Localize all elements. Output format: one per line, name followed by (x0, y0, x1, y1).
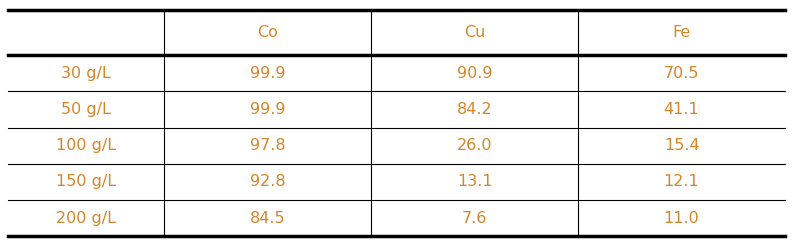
Text: 7.6: 7.6 (462, 211, 487, 226)
Text: 97.8: 97.8 (250, 138, 285, 153)
Text: 15.4: 15.4 (664, 138, 699, 153)
Text: 11.0: 11.0 (664, 211, 699, 226)
Text: 99.9: 99.9 (250, 102, 285, 117)
Text: 92.8: 92.8 (250, 174, 285, 189)
Text: Fe: Fe (672, 25, 691, 40)
Text: 12.1: 12.1 (664, 174, 699, 189)
Text: 84.2: 84.2 (457, 102, 492, 117)
Text: 30 g/L: 30 g/L (61, 66, 111, 81)
Text: 70.5: 70.5 (664, 66, 699, 81)
Text: 13.1: 13.1 (457, 174, 492, 189)
Text: 41.1: 41.1 (664, 102, 699, 117)
Text: 150 g/L: 150 g/L (56, 174, 116, 189)
Text: 50 g/L: 50 g/L (61, 102, 111, 117)
Text: 84.5: 84.5 (250, 211, 285, 226)
Text: 99.9: 99.9 (250, 66, 285, 81)
Text: 26.0: 26.0 (457, 138, 492, 153)
Text: 90.9: 90.9 (457, 66, 492, 81)
Text: Co: Co (257, 25, 278, 40)
Text: 100 g/L: 100 g/L (56, 138, 116, 153)
Text: 200 g/L: 200 g/L (56, 211, 116, 226)
Text: Cu: Cu (464, 25, 485, 40)
